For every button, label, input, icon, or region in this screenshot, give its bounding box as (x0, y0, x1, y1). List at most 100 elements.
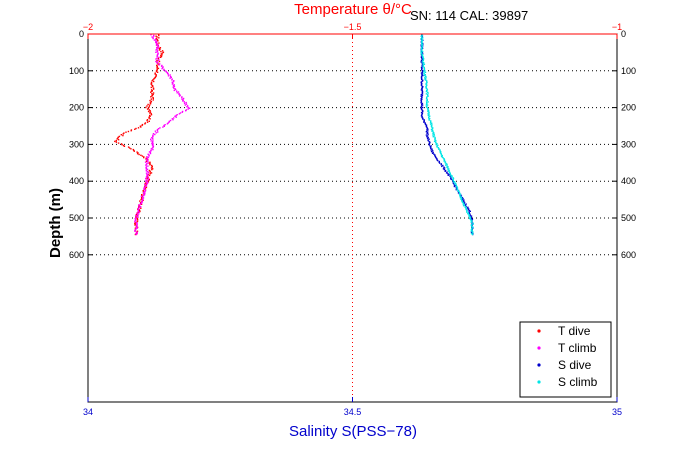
data-point (421, 90, 424, 93)
data-point (452, 177, 455, 180)
data-point (148, 116, 150, 118)
data-point (421, 112, 424, 114)
data-point (140, 195, 143, 197)
data-point (420, 59, 423, 61)
data-point (149, 163, 151, 165)
data-point (158, 42, 160, 44)
data-point (143, 194, 146, 196)
data-point (471, 222, 473, 224)
data-point (442, 157, 444, 159)
data-point (153, 78, 155, 80)
data-point (421, 85, 423, 87)
data-point (421, 68, 423, 70)
data-point (424, 78, 426, 81)
data-point (422, 110, 424, 112)
data-point (135, 214, 138, 216)
data-point (151, 36, 153, 38)
data-point (463, 199, 465, 201)
data-point (151, 84, 153, 86)
data-point (439, 150, 441, 152)
data-point (422, 74, 424, 77)
data-point (174, 88, 177, 91)
data-point (470, 230, 472, 232)
data-point (141, 197, 143, 199)
data-point (423, 121, 425, 123)
data-point (460, 195, 463, 197)
data-point (132, 148, 134, 151)
data-point (426, 96, 428, 98)
data-point (159, 47, 162, 49)
data-point (426, 88, 428, 90)
data-point (421, 36, 423, 38)
data-point (182, 99, 184, 101)
data-point (446, 165, 448, 167)
data-point (135, 219, 137, 221)
legend: T dive T climb S dive S climb (519, 321, 612, 398)
data-point (152, 93, 154, 96)
data-point (447, 167, 449, 169)
data-point (421, 98, 423, 101)
data-point (152, 133, 155, 135)
data-point (155, 43, 158, 45)
data-point (470, 220, 473, 223)
data-point (430, 149, 432, 151)
data-point (151, 80, 153, 82)
data-point (422, 79, 424, 81)
data-point (136, 231, 138, 233)
data-point (420, 54, 423, 56)
data-point (443, 158, 445, 161)
data-point (425, 86, 427, 88)
data-point (147, 174, 149, 177)
data-point (426, 91, 429, 93)
data-point (421, 48, 423, 50)
data-point (171, 81, 173, 83)
data-point (424, 71, 427, 73)
data-point (438, 148, 440, 150)
data-point (420, 95, 422, 97)
data-point (183, 102, 186, 105)
data-point (470, 221, 472, 224)
data-point (435, 142, 437, 144)
data-point (158, 64, 160, 66)
data-point (422, 64, 424, 66)
data-point (156, 36, 158, 38)
data-point (471, 228, 473, 230)
data-point (149, 111, 152, 113)
data-point (421, 60, 423, 62)
data-point (425, 105, 428, 107)
data-point (137, 211, 139, 213)
data-point (440, 154, 443, 156)
data-point (447, 166, 449, 168)
data-point (425, 87, 428, 89)
data-point (470, 216, 472, 219)
data-point (156, 55, 158, 58)
data-point (146, 181, 149, 183)
data-point (459, 193, 462, 196)
data-point (184, 104, 186, 106)
data-point (183, 101, 185, 103)
data-point (150, 138, 152, 140)
data-point (448, 168, 450, 170)
data-point (115, 141, 118, 143)
data-point (137, 209, 139, 211)
data-point (425, 83, 427, 85)
data-point (445, 172, 448, 174)
data-point (159, 63, 161, 65)
series-s-dive (420, 34, 474, 236)
data-point (169, 77, 171, 79)
data-point (423, 63, 426, 65)
data-point (146, 159, 149, 162)
data-point (443, 167, 446, 169)
data-point (136, 218, 139, 221)
data-point (154, 76, 156, 79)
data-point (465, 207, 467, 209)
data-point (421, 69, 423, 71)
data-point (138, 210, 141, 212)
data-point (150, 164, 153, 167)
data-point (426, 98, 428, 101)
data-point (428, 116, 430, 118)
data-point (186, 106, 188, 108)
data-point (431, 122, 433, 124)
data-point (437, 147, 439, 149)
data-point (421, 61, 424, 63)
